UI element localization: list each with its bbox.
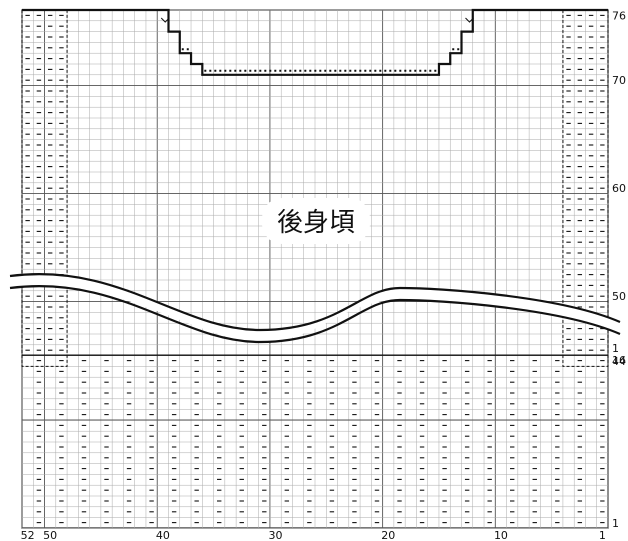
x-axis-label: 40 <box>156 529 170 541</box>
chart-grid <box>21 9 609 529</box>
wave-break-line <box>9 285 621 344</box>
shoulder-neck-outline <box>22 8 608 76</box>
x-axis-label: 10 <box>494 529 508 541</box>
y-axis-label: 1 <box>612 517 619 530</box>
x-axis-label: 50 <box>43 529 57 541</box>
shaping-tick <box>465 17 474 23</box>
x-axis-label: 30 <box>269 529 283 541</box>
y-axis-label: 44 <box>612 355 626 368</box>
y-axis-label: 1 <box>612 342 619 355</box>
wave-break-band <box>10 274 620 342</box>
wave-break <box>9 273 621 344</box>
y-axis-label: 70 <box>612 74 626 87</box>
side-panel-marks <box>21 10 609 367</box>
title-backdrop <box>262 198 370 244</box>
title-group: 後身頃 <box>262 198 370 244</box>
y-axis-label: 50 <box>612 290 626 303</box>
shaping-tick <box>160 17 170 23</box>
x-axis-label: 52 <box>21 529 35 541</box>
ribbing-marks <box>36 360 605 524</box>
diagram-title: 後身頃 <box>277 208 355 238</box>
y-axis-label: 60 <box>612 182 626 195</box>
y-axis-label: 16 <box>612 354 626 367</box>
garment-outline <box>22 8 608 76</box>
wave-break-line <box>9 273 621 332</box>
x-axis-label: 1 <box>599 529 606 541</box>
x-axis-label: 20 <box>381 529 395 541</box>
y-axis-label: 76 <box>612 9 626 22</box>
